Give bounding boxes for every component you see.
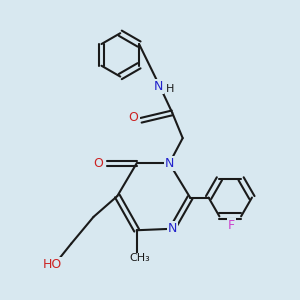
Text: O: O xyxy=(129,111,139,124)
Text: H: H xyxy=(166,84,174,94)
Text: N: N xyxy=(168,222,177,235)
Text: CH₃: CH₃ xyxy=(129,254,150,263)
Text: HO: HO xyxy=(42,258,62,271)
Text: N: N xyxy=(153,80,163,94)
Text: O: O xyxy=(94,157,103,170)
Text: F: F xyxy=(228,219,235,232)
Text: N: N xyxy=(165,157,174,170)
